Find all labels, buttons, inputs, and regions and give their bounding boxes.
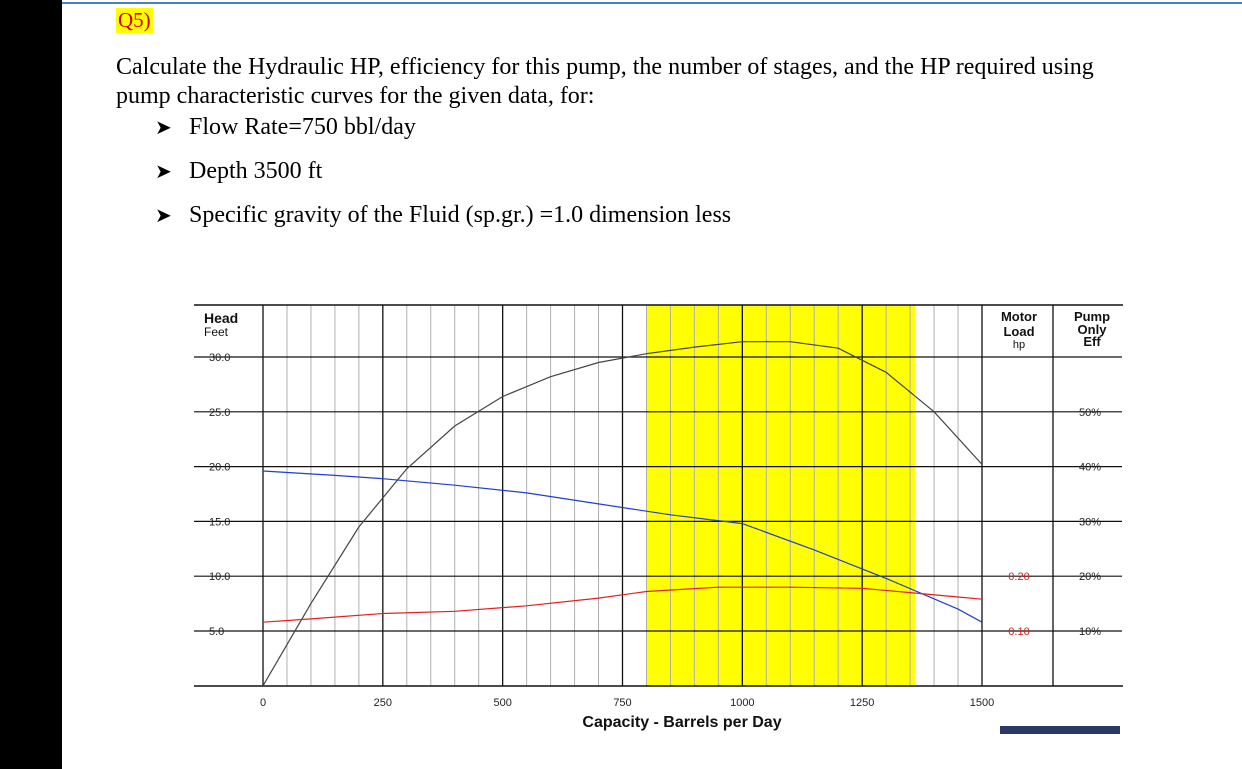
x-tick-label: 1500 <box>970 697 994 709</box>
y-axis-unit: Feet <box>204 325 229 339</box>
bullet-text: Specific gravity of the Fluid (sp.gr.) =… <box>189 202 732 228</box>
truncated-button-edge <box>1000 726 1120 734</box>
y-tick-label: 5.0 <box>209 626 224 638</box>
eff-title-line-2: Only <box>1078 322 1108 337</box>
bullet-text: Flow Rate=750 bbl/day <box>189 114 416 140</box>
motor-title-line-1: Motor <box>1001 309 1037 324</box>
efficiency-tick-label: 50% <box>1079 407 1101 419</box>
question-text: Calculate the Hydraulic HP, efficiency f… <box>116 54 1094 109</box>
y-tick-label: 15.0 <box>209 516 230 528</box>
right-margin <box>1183 0 1242 769</box>
y-tick-label: 30.0 <box>209 352 230 364</box>
y-axis-title: Head <box>204 310 238 326</box>
efficiency-tick-label: 40% <box>1079 462 1101 474</box>
efficiency-tick-label: 30% <box>1079 516 1101 528</box>
x-axis-title: Capacity - Barrels per Day <box>582 714 781 731</box>
x-tick-label: 1250 <box>850 697 874 709</box>
motor-tick-label: 0.10 <box>1008 626 1029 638</box>
efficiency-curve <box>262 341 983 687</box>
right-top-rule <box>1183 2 1242 4</box>
eff-title-line-3: Eff <box>1083 334 1101 349</box>
eff-title-line-1: Pump <box>1074 309 1110 324</box>
efficiency-tick-label: 20% <box>1079 571 1101 583</box>
arrow-bullet-icon: ➤ <box>155 203 172 227</box>
x-tick-label: 1000 <box>730 697 754 709</box>
x-tick-label: 0 <box>260 697 266 709</box>
motor-title-line-3: hp <box>1013 339 1025 351</box>
pump-curve-chart: Head Feet Motor Load hp Pump Only Eff Ca… <box>194 304 1123 734</box>
efficiency-tick-label: 10% <box>1079 626 1101 638</box>
head-curve <box>262 470 983 623</box>
y-tick-label: 20.0 <box>209 462 230 474</box>
page-top-rule <box>62 2 1183 4</box>
x-tick-label: 500 <box>493 697 511 709</box>
recommended-range-band <box>646 305 915 686</box>
x-tick-label: 750 <box>613 697 631 709</box>
arrow-bullet-icon: ➤ <box>155 115 172 139</box>
bullet-flow-rate: ➤ Flow Rate=750 bbl/day <box>155 112 731 156</box>
x-tick-label: 250 <box>374 697 392 709</box>
bullet-depth: ➤ Depth 3500 ft <box>155 156 731 200</box>
bullet-specific-gravity: ➤ Specific gravity of the Fluid (sp.gr.) … <box>155 200 731 244</box>
arrow-bullet-icon: ➤ <box>155 159 172 183</box>
y-tick-label: 10.0 <box>209 571 230 583</box>
question-label: Q5) <box>116 8 153 33</box>
motor-tick-label: 0.20 <box>1008 571 1029 583</box>
motor-load-curve <box>262 586 983 623</box>
given-data-list: ➤ Flow Rate=750 bbl/day ➤ Depth 3500 ft ➤ S… <box>155 112 731 244</box>
document-page: Q5) Calculate the Hydraulic HP, efficien… <box>62 0 1183 769</box>
y-tick-label: 25.0 <box>209 407 230 419</box>
bullet-text: Depth 3500 ft <box>189 158 323 184</box>
motor-title-line-2: Load <box>1003 324 1034 339</box>
